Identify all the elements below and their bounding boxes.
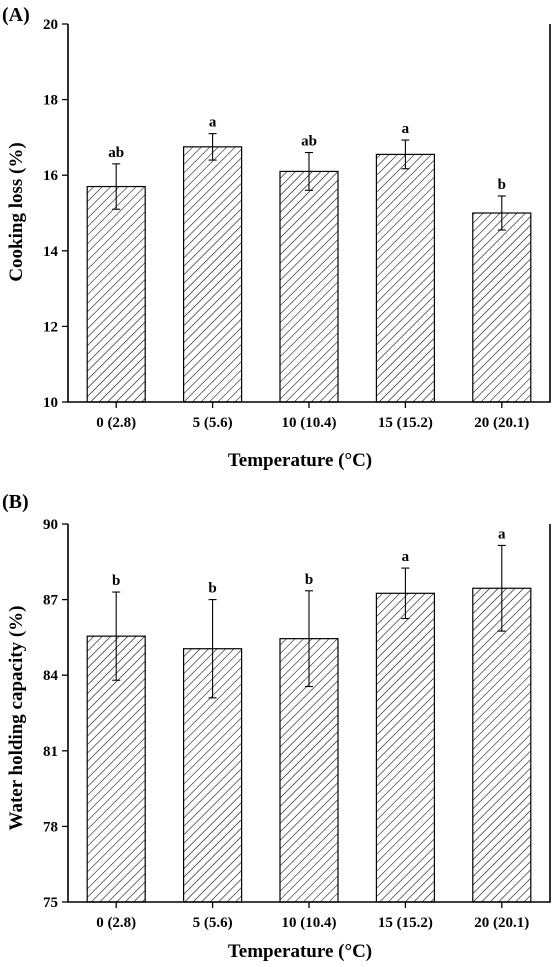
significance-label: ab — [301, 134, 317, 150]
y-tick-label: 90 — [43, 517, 58, 533]
significance-label: b — [208, 581, 216, 597]
x-tick-label: 10 (10.4) — [282, 915, 337, 931]
significance-label: ab — [108, 145, 124, 161]
bar — [472, 212, 532, 403]
significance-label: b — [305, 572, 313, 588]
y-tick-label: 78 — [43, 819, 58, 835]
x-tick-label: 5 (5.6) — [193, 415, 233, 431]
significance-label: b — [498, 177, 506, 193]
bar — [183, 146, 243, 403]
bar — [375, 592, 435, 903]
y-tick-label: 20 — [43, 17, 58, 33]
bar — [375, 153, 435, 403]
y-tick-label: 84 — [43, 668, 59, 684]
axis-frame — [67, 524, 551, 903]
x-axis-label: Temperature (°C) — [228, 941, 372, 962]
significance-label: a — [402, 549, 410, 565]
bar — [86, 185, 146, 403]
x-tick-label: 20 (20.1) — [474, 415, 529, 431]
y-tick-label: 81 — [43, 744, 58, 760]
y-tick-label: 87 — [43, 593, 59, 609]
x-tick-label: 5 (5.6) — [193, 915, 233, 931]
x-tick-label: 0 (2.8) — [96, 915, 136, 931]
x-tick-label: 10 (10.4) — [282, 415, 337, 431]
y-tick-label: 75 — [43, 895, 58, 911]
y-axis-label: Cooking loss (%) — [6, 142, 27, 281]
x-tick-label: 15 (15.2) — [378, 415, 433, 431]
y-tick-label: 18 — [43, 93, 58, 109]
bar — [279, 170, 339, 403]
significance-label: a — [209, 115, 217, 131]
x-tick-label: 20 (20.1) — [474, 915, 529, 931]
significance-label: a — [402, 121, 410, 137]
x-tick-label: 0 (2.8) — [96, 415, 136, 431]
significance-label: a — [498, 526, 506, 542]
chart-panel-b: (B) Water holding capacity (%) Temperatu… — [2, 491, 551, 962]
axis-frame — [67, 24, 551, 403]
y-tick-label: 16 — [43, 168, 59, 184]
bar — [472, 587, 532, 903]
panel-label: (A) — [2, 4, 30, 26]
y-tick-label: 14 — [43, 244, 59, 260]
y-axis-label: Water holding capacity (%) — [6, 605, 27, 830]
panel-label: (B) — [2, 491, 29, 513]
chart-panel-a: (A) Cooking loss (%) Temperature (°C) ab… — [2, 4, 551, 471]
x-axis-label: Temperature (°C) — [228, 450, 372, 471]
y-tick-label: 10 — [43, 395, 58, 411]
y-tick-label: 12 — [43, 319, 58, 335]
significance-label: b — [112, 573, 120, 589]
x-tick-label: 15 (15.2) — [378, 915, 433, 931]
